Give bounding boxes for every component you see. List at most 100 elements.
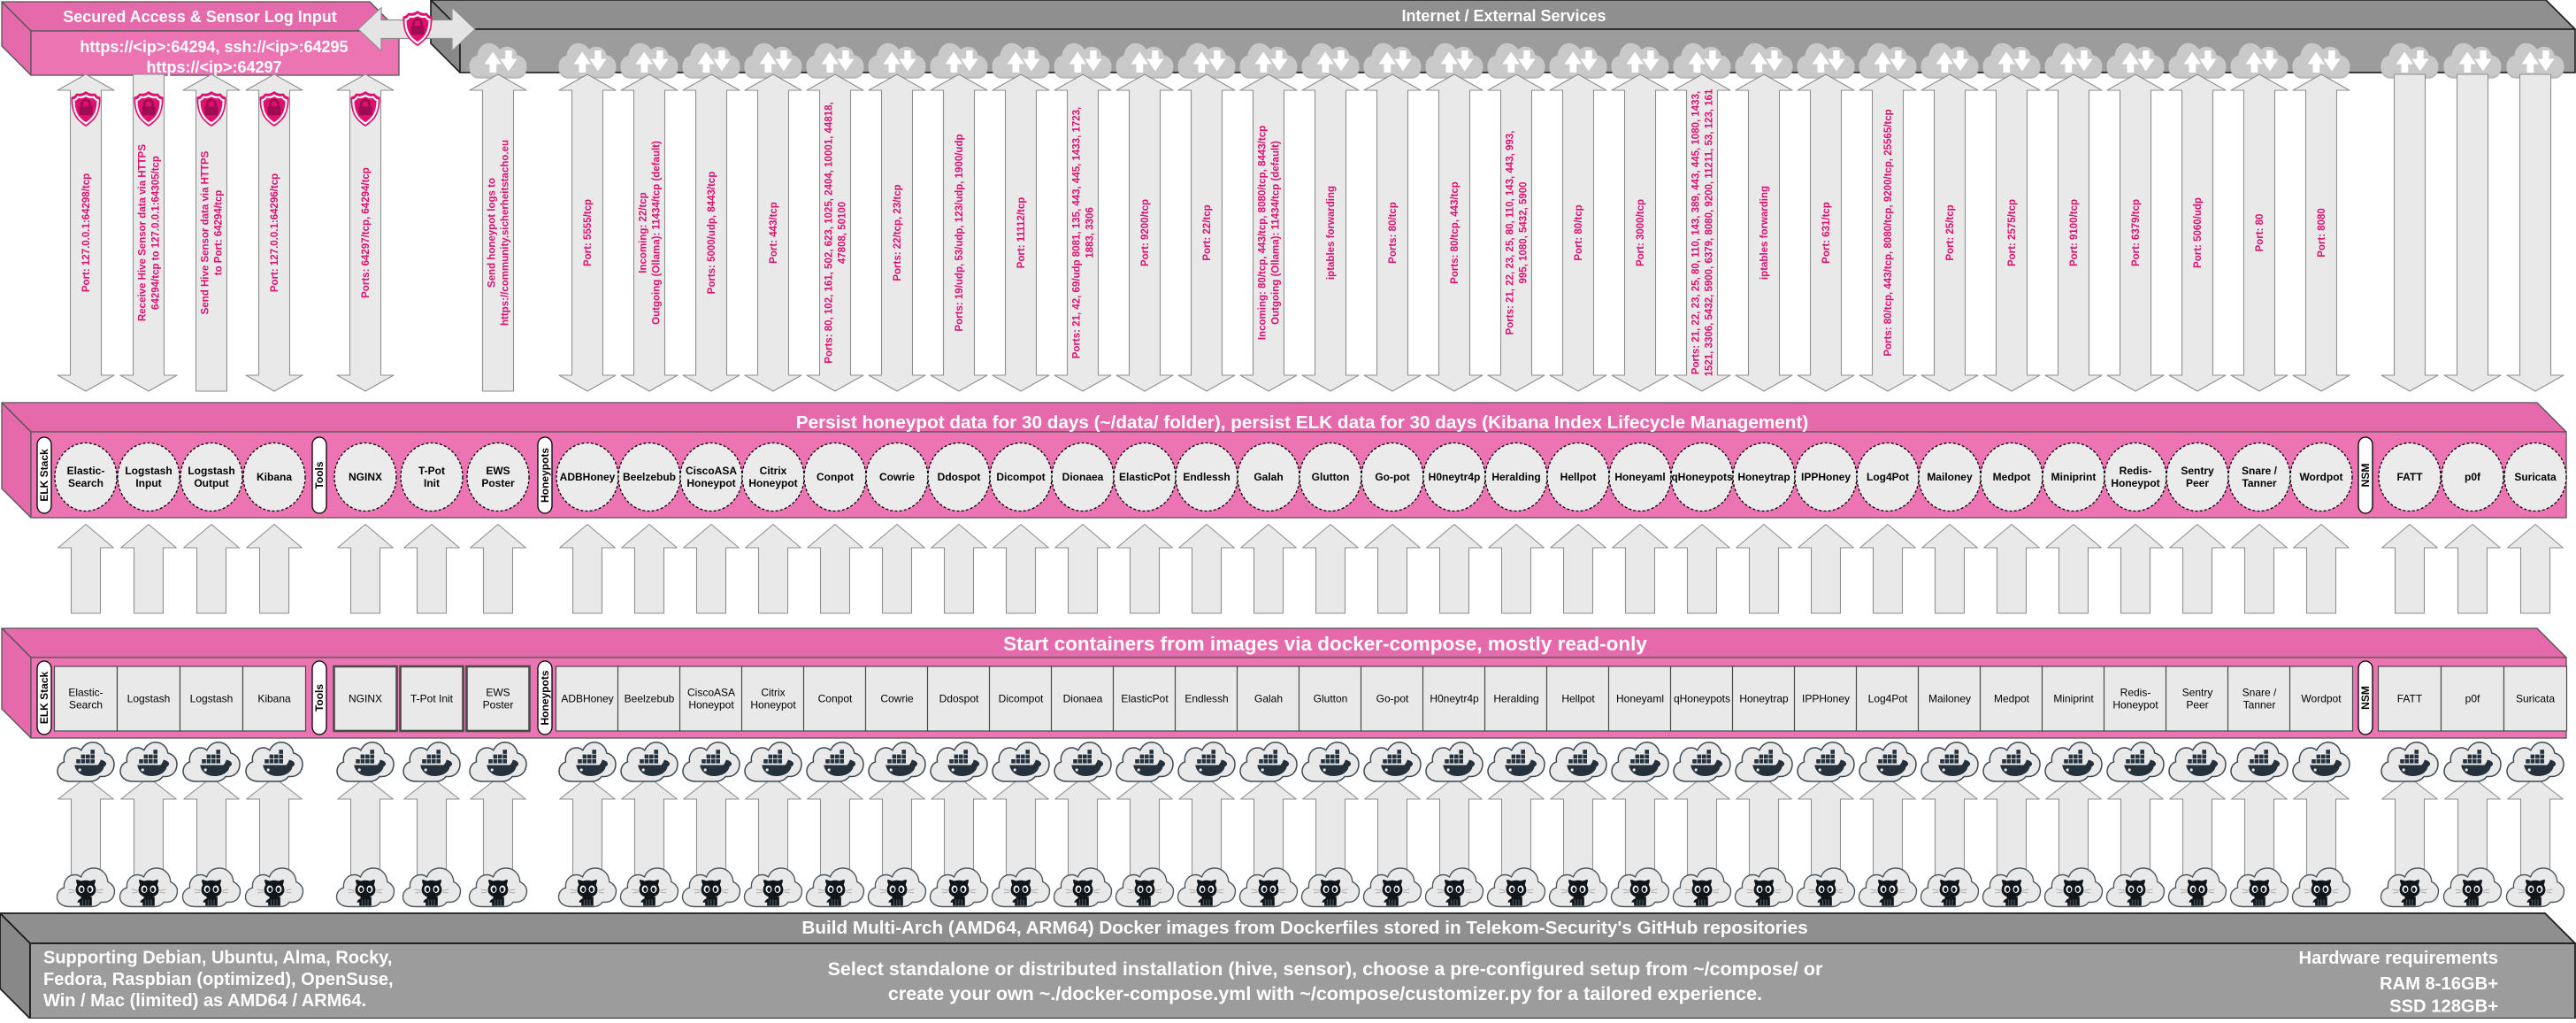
svg-text:Endlessh: Endlessh xyxy=(1184,693,1228,705)
svg-text:Ports: 22/tcp, 23/tcp: Ports: 22/tcp, 23/tcp xyxy=(893,184,903,281)
svg-text:Galah: Galah xyxy=(1254,471,1283,483)
svg-text:1521, 3306, 5432, 5900, 6379,: 1521, 3306, 5432, 5900, 6379, 8080, 9200… xyxy=(1705,88,1715,376)
svg-text:IPPHoney: IPPHoney xyxy=(1801,471,1851,483)
svg-text:CiscoASA: CiscoASA xyxy=(687,687,735,699)
svg-text:Elastic-: Elastic- xyxy=(67,465,105,477)
svg-text:Citrix: Citrix xyxy=(761,687,785,699)
svg-text:FATT: FATT xyxy=(2396,471,2423,483)
svg-text:Honeypot: Honeypot xyxy=(686,477,735,489)
svg-text:https://community.sicherheitst: https://community.sicherheitstacho.eu xyxy=(501,140,511,326)
svg-text:NGINX: NGINX xyxy=(349,471,382,483)
svg-text:Snare /: Snare / xyxy=(2242,465,2278,477)
svg-text:NSM: NSM xyxy=(2359,464,2372,488)
svg-text:Honeypots: Honeypots xyxy=(539,670,551,725)
svg-text:Log4Pot: Log4Pot xyxy=(1867,471,1909,483)
svg-text:Tools: Tools xyxy=(313,684,326,711)
svg-text:Port: 80/tcp: Port: 80/tcp xyxy=(1574,204,1584,260)
svg-text:Ports: 64297/tcp, 64294/tcp: Ports: 64297/tcp, 64294/tcp xyxy=(361,167,372,298)
svg-text:Tanner: Tanner xyxy=(2243,699,2276,711)
svg-text:Dicompot: Dicompot xyxy=(996,471,1045,483)
svg-text:ElasticPot: ElasticPot xyxy=(1119,471,1170,483)
svg-text:Mailoney: Mailoney xyxy=(1928,693,1971,705)
svg-text:Glutton: Glutton xyxy=(1312,471,1350,483)
svg-text:Port: 25/tcp: Port: 25/tcp xyxy=(1945,204,1956,260)
svg-text:qHoneypots: qHoneypots xyxy=(1674,693,1730,705)
svg-text:Wordpot: Wordpot xyxy=(2299,471,2342,483)
svg-text:Beelzebub: Beelzebub xyxy=(623,471,676,483)
svg-text:Mailoney: Mailoney xyxy=(1927,471,1973,483)
svg-text:Ports: 19/udp, 53/udp, 123/udp: Ports: 19/udp, 53/udp, 123/udp, 1900/udp xyxy=(954,134,965,331)
svg-text:Port: 2575/tcp: Port: 2575/tcp xyxy=(2007,199,2018,266)
svg-text:Port: 5060/udp: Port: 5060/udp xyxy=(2193,197,2204,268)
svg-text:Port: 5555/tcp: Port: 5555/tcp xyxy=(583,199,594,266)
svg-text:https://<ip>:64294, ssh://<ip>: https://<ip>:64294, ssh://<ip>:64295 xyxy=(80,38,348,56)
svg-text:Logstash: Logstash xyxy=(127,693,171,705)
svg-text:p0f: p0f xyxy=(2465,471,2481,483)
svg-text:Honeytrap: Honeytrap xyxy=(1739,693,1789,705)
svg-text:ADBHoney: ADBHoney xyxy=(560,471,616,483)
svg-text:Heralding: Heralding xyxy=(1493,693,1538,705)
svg-text:Tanner: Tanner xyxy=(2242,477,2276,489)
svg-text:1883, 3306: 1883, 3306 xyxy=(1085,207,1096,258)
svg-text:Honeypot: Honeypot xyxy=(2112,699,2158,711)
svg-text:Outgoing (Ollama): 11434/tcp (: Outgoing (Ollama): 11434/tcp (default) xyxy=(1271,141,1282,325)
svg-text:Honeypot: Honeypot xyxy=(750,699,796,711)
svg-text:Galah: Galah xyxy=(1254,693,1283,705)
svg-text:Honeypot: Honeypot xyxy=(688,699,734,711)
svg-text:Ports: 21, 22, 23, 25, 80, 110: Ports: 21, 22, 23, 25, 80, 110, 143, 389… xyxy=(1691,91,1702,374)
svg-text:Tools: Tools xyxy=(313,461,326,488)
svg-text:Ports: 80/tcp, 443/tcp: Ports: 80/tcp, 443/tcp xyxy=(1450,181,1460,284)
svg-text:Medpot: Medpot xyxy=(1994,693,2030,705)
svg-text:Elastic-: Elastic- xyxy=(68,687,103,699)
svg-text:Honeypot: Honeypot xyxy=(748,477,797,489)
svg-text:Ports: 21, 42, 69/udp 8081, 13: Ports: 21, 42, 69/udp 8081, 135, 443, 44… xyxy=(1072,107,1083,359)
svg-text:Init: Init xyxy=(424,477,440,489)
svg-text:Port: 11112/tcp: Port: 11112/tcp xyxy=(1016,197,1027,269)
svg-text:qHoneypots: qHoneypots xyxy=(1671,471,1733,483)
svg-text:Poster: Poster xyxy=(483,699,514,711)
svg-text:Select standalone or distribut: Select standalone or distributed install… xyxy=(828,958,1823,980)
svg-text:Send Hive Sensor data via HTTP: Send Hive Sensor data via HTTPS xyxy=(201,150,211,314)
svg-text:Ports: 5000/udp, 8443/tcp: Ports: 5000/udp, 8443/tcp xyxy=(707,172,717,295)
svg-text:Peer: Peer xyxy=(2186,477,2209,489)
svg-text:ADBHoney: ADBHoney xyxy=(561,693,613,705)
svg-text:Go-pot: Go-pot xyxy=(1376,693,1409,705)
svg-text:to Port: 64294/tcp: to Port: 64294/tcp xyxy=(214,190,225,276)
svg-text:Poster: Poster xyxy=(481,477,515,489)
svg-text:ELK Stack: ELK Stack xyxy=(38,671,50,724)
svg-text:Dicompot: Dicompot xyxy=(999,693,1044,705)
svg-text:Ddospot: Ddospot xyxy=(939,693,979,705)
svg-text:Endlessh: Endlessh xyxy=(1183,471,1230,483)
svg-text:Medpot: Medpot xyxy=(1993,471,2031,483)
svg-text:H0neytr4p: H0neytr4p xyxy=(1430,693,1479,705)
svg-text:Miniprint: Miniprint xyxy=(2053,693,2094,705)
svg-text:Glutton: Glutton xyxy=(1314,693,1348,705)
svg-text:Peer: Peer xyxy=(2186,699,2208,711)
svg-text:Hellpot: Hellpot xyxy=(1561,693,1595,705)
svg-text:Incoming: 80/tcp, 443/tcp, 808: Incoming: 80/tcp, 443/tcp, 8080/tcp, 844… xyxy=(1258,126,1269,340)
svg-text:Go-pot: Go-pot xyxy=(1375,471,1409,483)
svg-text:NGINX: NGINX xyxy=(349,693,382,705)
svg-text:Honeyaml: Honeyaml xyxy=(1614,471,1665,483)
svg-text:ElasticPot: ElasticPot xyxy=(1121,693,1169,705)
svg-text:NSM: NSM xyxy=(2359,686,2372,710)
svg-text:Sentry: Sentry xyxy=(2182,687,2213,699)
svg-text:create your own ~./docker-comp: create your own ~./docker-compose.yml wi… xyxy=(888,983,1762,1004)
svg-text:Kibana: Kibana xyxy=(257,693,291,705)
svg-text:H0neytr4p: H0neytr4p xyxy=(1429,471,1481,483)
svg-text:Internet / External Services: Internet / External Services xyxy=(1401,7,1606,25)
svg-text:Port: 443/tcp: Port: 443/tcp xyxy=(769,202,779,264)
svg-text:Ports: 80/tcp, 443/tcp, 8080/t: Ports: 80/tcp, 443/tcp, 8080/tcp, 9200/t… xyxy=(1883,109,1894,356)
svg-text:47808, 50100: 47808, 50100 xyxy=(838,202,848,264)
svg-text:RAM 8-16GB+: RAM 8-16GB+ xyxy=(2380,974,2498,994)
svg-text:Port: 9100/tcp: Port: 9100/tcp xyxy=(2069,199,2080,266)
svg-text:Redis-: Redis- xyxy=(2120,687,2151,699)
svg-text:Logstash: Logstash xyxy=(125,465,172,477)
svg-text:Citrix: Citrix xyxy=(760,465,787,477)
svg-text:Conpot: Conpot xyxy=(816,471,854,483)
svg-text:995, 1080, 5432, 5900: 995, 1080, 5432, 5900 xyxy=(1519,181,1530,283)
svg-text:Suricata: Suricata xyxy=(2514,471,2557,483)
svg-text:Ports: 21, 22, 23, 25, 80, 110: Ports: 21, 22, 23, 25, 80, 110, 143, 443… xyxy=(1506,131,1516,335)
svg-text:IPPHoney: IPPHoney xyxy=(1802,693,1850,705)
svg-text:Ports: 80/tcp: Ports: 80/tcp xyxy=(1388,202,1399,264)
